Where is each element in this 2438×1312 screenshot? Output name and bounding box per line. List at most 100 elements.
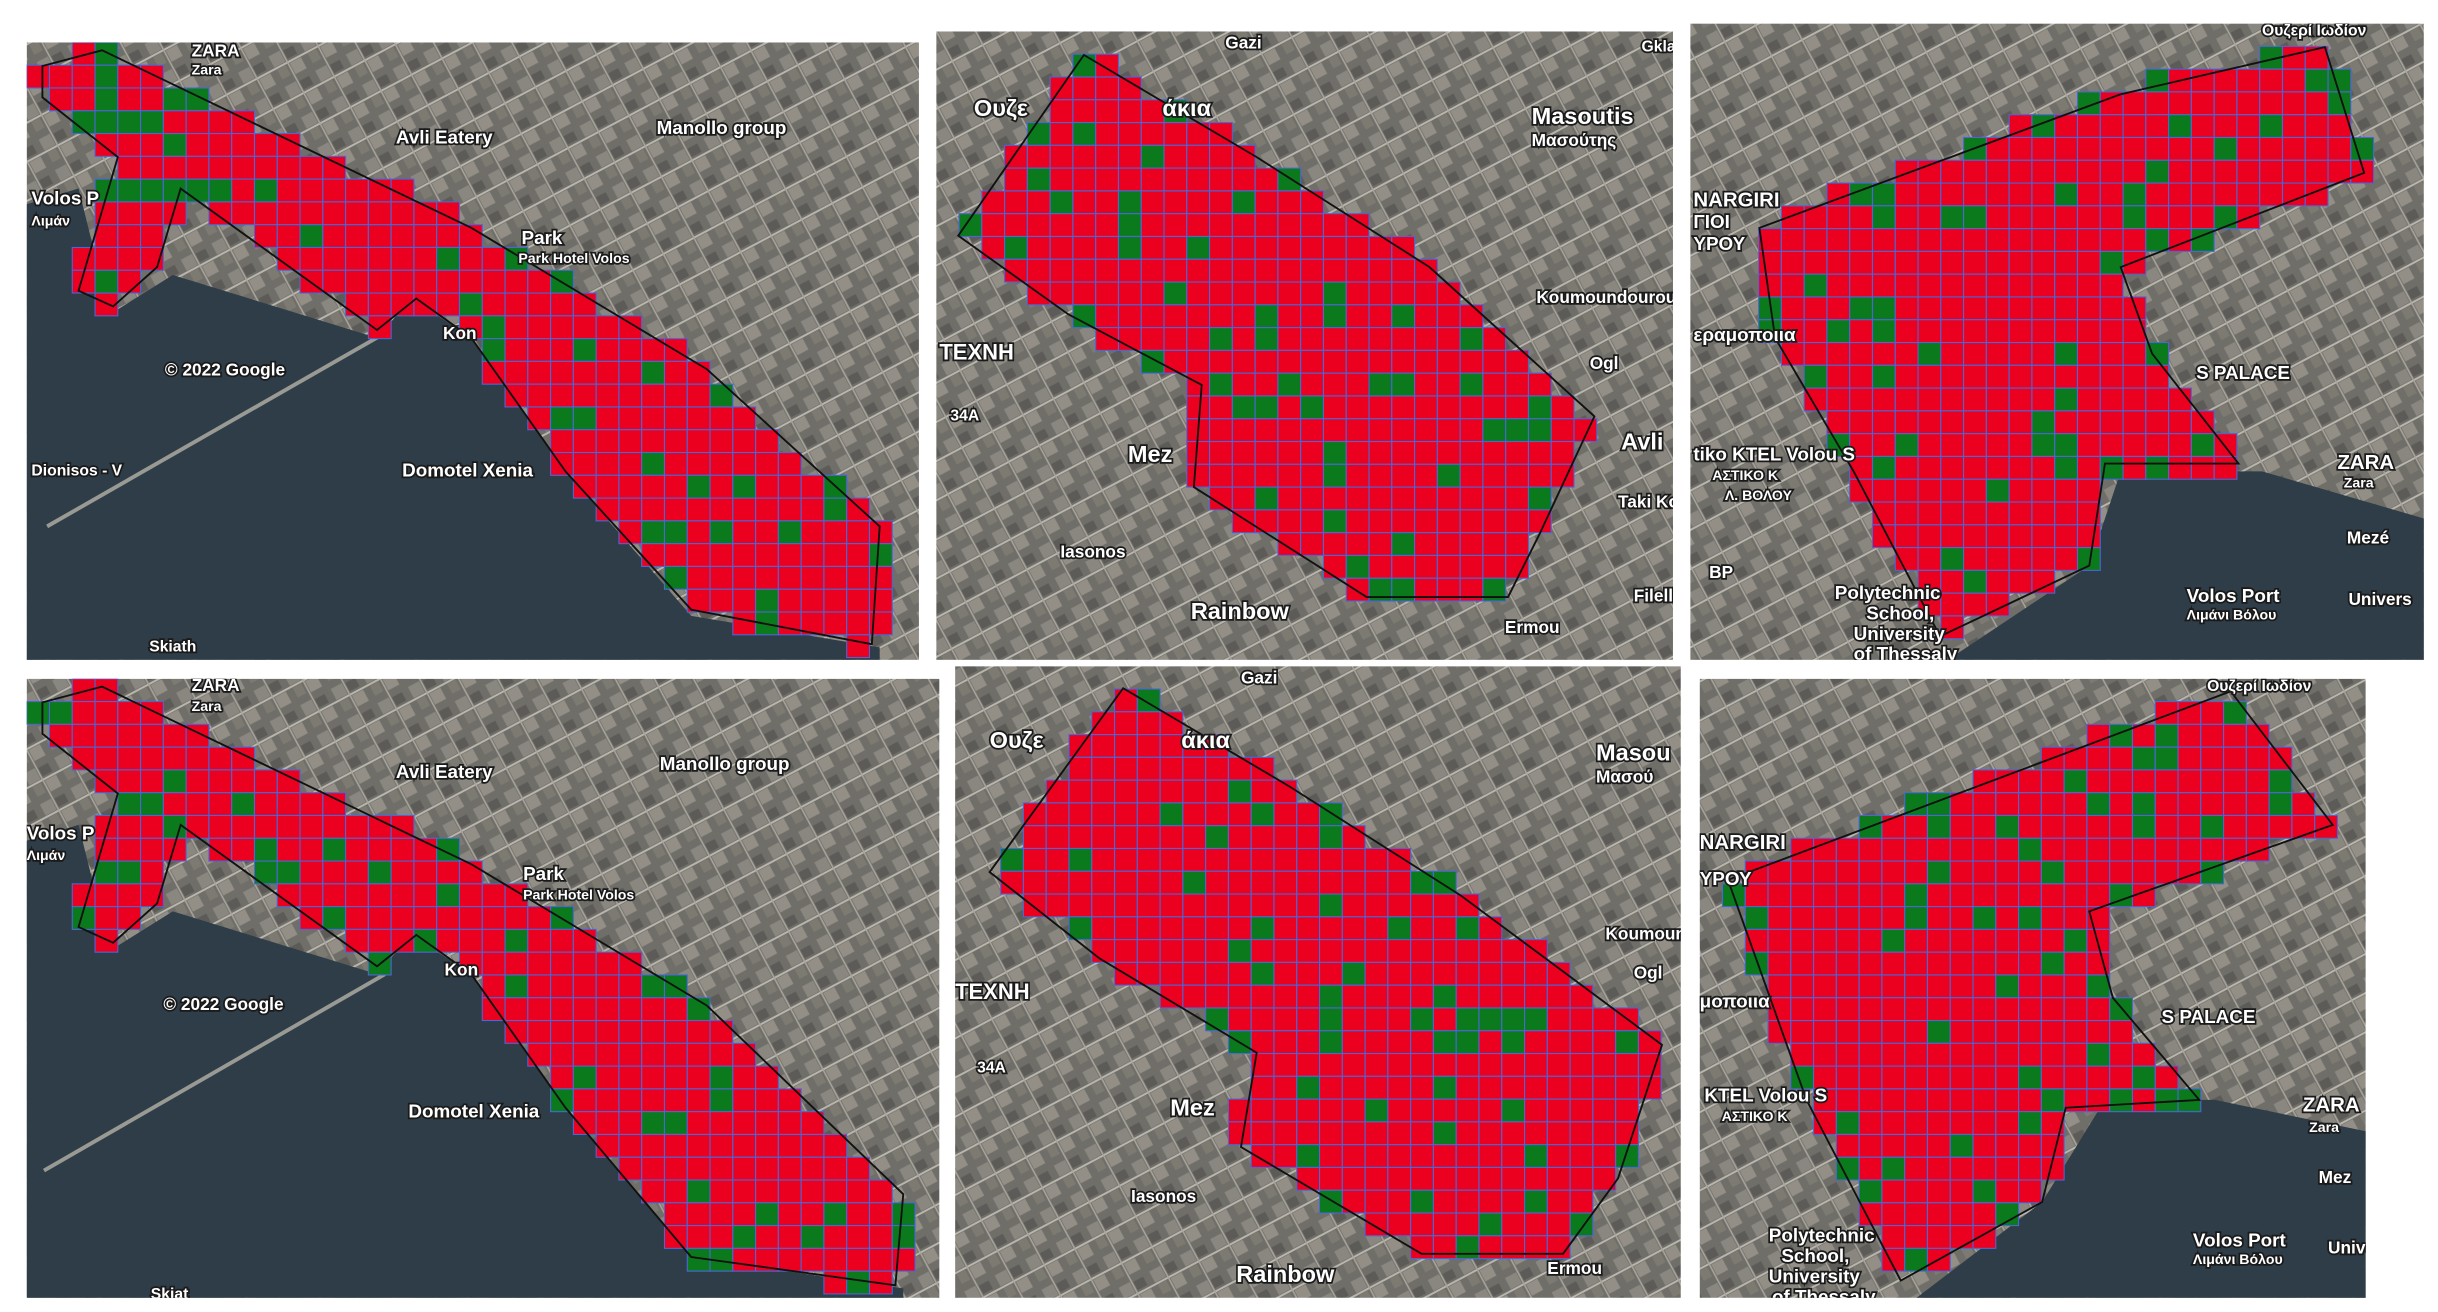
grid-cell xyxy=(1227,870,1252,895)
grid-cell xyxy=(1345,554,1370,579)
grid-cell xyxy=(1826,228,1851,252)
grid-cell xyxy=(1231,486,1256,511)
grid-cell xyxy=(140,64,164,89)
grid-cell xyxy=(1140,144,1165,169)
grid-cell xyxy=(1949,906,1974,930)
grid-cell xyxy=(48,701,73,725)
grid-cell xyxy=(1527,372,1552,397)
grid-cell xyxy=(527,951,552,976)
grid-cell xyxy=(1072,76,1097,101)
grid-cell xyxy=(572,974,597,999)
grid-cell xyxy=(1209,190,1233,215)
grid-cell xyxy=(1159,893,1184,918)
grid-cell xyxy=(1186,304,1211,329)
grid-cell xyxy=(1227,916,1252,941)
grid-cell xyxy=(1045,893,1070,918)
grid-cell xyxy=(1478,1121,1503,1146)
grid-cell xyxy=(2236,159,2261,184)
grid-cell xyxy=(504,906,529,930)
grid-cell xyxy=(2086,997,2111,1022)
grid-cell xyxy=(1459,486,1484,511)
grid-cell xyxy=(253,837,278,862)
map-label: ΓΙΟΙ xyxy=(1693,211,1729,232)
grid-cell xyxy=(1345,327,1370,351)
grid-cell xyxy=(732,1133,757,1158)
grid-cell xyxy=(2109,860,2134,885)
grid-cell xyxy=(1095,122,1120,146)
grid-cell xyxy=(732,1247,757,1272)
grid-cell xyxy=(1022,847,1047,872)
grid-cell xyxy=(1767,928,1792,953)
grid-cell xyxy=(1949,1179,1974,1204)
grid-cell xyxy=(2008,319,2033,344)
grid-cell xyxy=(2018,951,2042,976)
grid-cell xyxy=(299,201,324,226)
grid-cell xyxy=(2031,455,2056,480)
grid-cell xyxy=(686,1111,711,1135)
grid-cell xyxy=(1296,916,1321,941)
grid-cell xyxy=(367,883,392,908)
grid-cell xyxy=(345,269,369,294)
grid-cell xyxy=(686,565,711,590)
map-label: NARGIRI xyxy=(1700,832,1786,854)
grid-cell xyxy=(1501,1166,1526,1191)
grid-cell xyxy=(1940,547,1965,571)
grid-cell xyxy=(1091,847,1116,872)
grid-cell xyxy=(1985,319,2010,344)
grid-cell xyxy=(1926,1156,1951,1181)
grid-cell xyxy=(2122,341,2147,366)
grid-cell xyxy=(322,178,347,203)
grid-cell xyxy=(1917,205,1942,230)
grid-cell xyxy=(1904,1111,1929,1135)
grid-cell xyxy=(1045,802,1070,827)
grid-cell xyxy=(550,406,574,431)
map-label: Domotel Xenia xyxy=(408,1100,539,1121)
grid-cell xyxy=(48,723,73,748)
grid-cell xyxy=(208,133,233,157)
grid-cell xyxy=(1227,1007,1252,1032)
map-label: ZARA xyxy=(192,40,240,60)
grid-cell xyxy=(2008,341,2033,366)
grid-cell xyxy=(481,883,506,908)
grid-cell xyxy=(1527,463,1552,488)
grid-cell xyxy=(1482,532,1507,556)
grid-cell xyxy=(1341,1075,1366,1100)
map-label: of Thessaly xyxy=(1772,1286,1876,1307)
grid-cell xyxy=(1159,802,1184,827)
grid-cell xyxy=(1546,1075,1571,1100)
grid-cell xyxy=(1917,296,1942,321)
grid-cell xyxy=(1296,802,1321,827)
grid-cell xyxy=(1341,1098,1366,1123)
map-label: Ουζερί Ιωδίον xyxy=(2262,23,2367,40)
grid-cell xyxy=(2031,296,2056,321)
grid-cell xyxy=(1615,1075,1639,1100)
grid-cell xyxy=(1364,1144,1389,1168)
grid-cell xyxy=(504,315,529,340)
grid-cell xyxy=(1159,939,1184,963)
grid-cell xyxy=(2018,928,2042,953)
grid-cell xyxy=(1072,190,1097,215)
grid-cell xyxy=(572,951,597,976)
grid-cell xyxy=(117,814,142,839)
grid-cell xyxy=(1163,349,1188,374)
grid-cell xyxy=(231,178,256,203)
grid-cell xyxy=(572,315,597,340)
grid-cell xyxy=(1277,463,1302,488)
grid-cell xyxy=(2008,547,2033,571)
grid-cell xyxy=(1858,1156,1883,1181)
grid-cell xyxy=(709,588,734,613)
grid-cell xyxy=(1505,395,1530,420)
grid-cell xyxy=(185,110,210,135)
grid-cell xyxy=(436,292,461,317)
map-label: άκια xyxy=(1162,95,1211,121)
grid-cell xyxy=(94,906,119,930)
grid-cell xyxy=(208,746,233,771)
grid-cell xyxy=(1322,532,1347,556)
grid-cell xyxy=(595,1133,620,1158)
grid-cell xyxy=(1368,463,1393,488)
grid-cell xyxy=(618,1111,643,1135)
grid-cell xyxy=(2213,182,2238,207)
